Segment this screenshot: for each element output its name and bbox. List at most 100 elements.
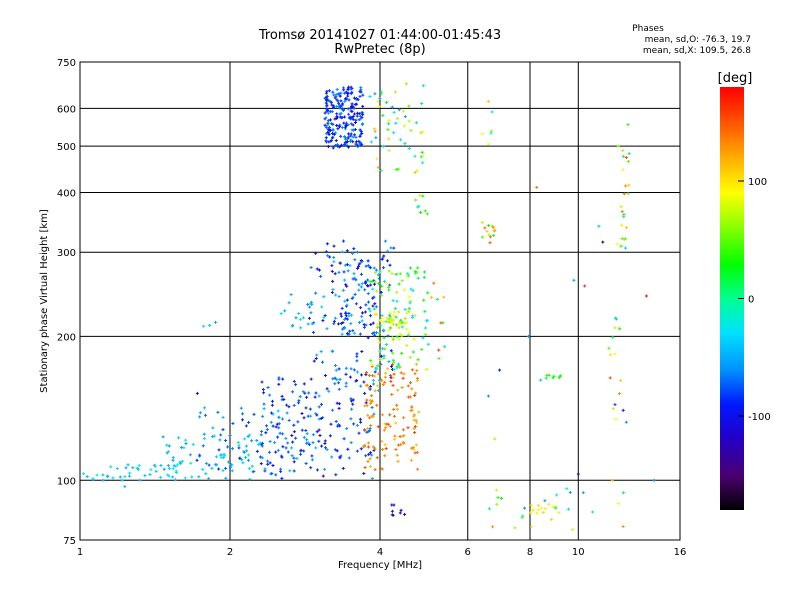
- data-point: [362, 113, 364, 117]
- data-point: [381, 314, 383, 318]
- data-point: [424, 309, 426, 313]
- data-point: [360, 384, 362, 388]
- data-point: [300, 452, 302, 456]
- data-point: [363, 323, 365, 327]
- data-point: [481, 235, 483, 239]
- data-point: [282, 377, 284, 381]
- data-point: [282, 417, 283, 421]
- y-axis-label: Stationary phase Virtual Height [km]: [39, 209, 50, 393]
- data-point: [329, 126, 330, 129]
- data-point: [351, 128, 353, 132]
- data-point: [275, 450, 277, 454]
- data-point: [339, 106, 341, 110]
- data-point: [353, 422, 355, 426]
- data-point: [352, 277, 354, 281]
- data-point: [569, 490, 571, 494]
- data-point: [361, 373, 362, 377]
- data-point: [295, 436, 297, 440]
- data-point: [416, 169, 418, 173]
- data-point: [325, 91, 327, 95]
- data-point: [491, 224, 493, 228]
- data-point: [401, 325, 403, 329]
- data-point: [374, 374, 376, 378]
- data-point: [363, 380, 365, 384]
- data-point: [322, 474, 324, 478]
- data-point: [393, 310, 395, 314]
- data-point: [355, 118, 357, 122]
- data-point: [369, 429, 371, 433]
- data-point: [196, 391, 198, 395]
- x-tick-label: 2: [227, 547, 233, 558]
- data-point: [357, 370, 358, 374]
- data-point: [119, 475, 121, 479]
- data-point: [378, 331, 380, 335]
- data-point: [411, 387, 413, 391]
- data-point: [355, 98, 357, 102]
- data-point: [402, 440, 404, 444]
- data-point: [132, 466, 134, 470]
- data-point: [315, 446, 317, 450]
- data-point: [491, 129, 493, 133]
- data-point: [397, 459, 399, 463]
- data-point: [347, 88, 349, 91]
- data-point: [621, 223, 623, 227]
- data-point: [204, 406, 205, 410]
- data-point: [333, 244, 335, 248]
- data-point: [337, 144, 339, 148]
- data-point: [383, 336, 385, 340]
- data-point: [488, 233, 490, 237]
- data-point: [379, 270, 381, 274]
- data-point: [332, 122, 334, 126]
- data-point: [415, 121, 417, 125]
- data-point: [371, 365, 373, 368]
- data-point: [334, 376, 336, 380]
- data-point: [529, 511, 531, 515]
- data-point: [400, 443, 402, 447]
- data-point: [342, 466, 344, 470]
- data-point: [263, 391, 265, 395]
- data-point: [436, 297, 438, 301]
- data-point: [330, 110, 332, 113]
- data-point: [385, 239, 386, 243]
- data-point: [377, 326, 379, 329]
- data-point: [420, 155, 422, 159]
- data-point: [385, 447, 387, 451]
- data-point: [177, 463, 179, 467]
- data-point: [315, 291, 317, 295]
- data-point: [345, 121, 347, 125]
- data-point: [384, 422, 386, 426]
- data-point: [382, 383, 384, 387]
- data-point: [381, 294, 383, 297]
- data-point: [360, 143, 362, 147]
- data-point: [350, 87, 352, 91]
- data-point: [393, 246, 395, 250]
- data-point: [256, 449, 258, 453]
- data-point: [403, 372, 405, 376]
- data-point: [305, 429, 307, 432]
- data-point: [288, 418, 290, 422]
- data-point: [356, 250, 358, 254]
- data-point: [248, 420, 250, 424]
- data-point: [335, 139, 337, 143]
- data-point: [350, 106, 352, 110]
- data-point: [486, 229, 488, 233]
- data-point: [408, 147, 410, 151]
- data-point: [381, 354, 383, 358]
- data-point: [393, 322, 394, 326]
- data-point: [291, 454, 293, 458]
- data-point: [242, 418, 243, 422]
- data-point: [373, 127, 375, 131]
- data-point: [410, 129, 412, 132]
- data-point: [374, 282, 375, 286]
- data-point: [369, 457, 371, 461]
- data-point: [203, 432, 205, 436]
- data-point: [617, 144, 619, 148]
- data-point: [391, 272, 393, 275]
- data-point: [612, 335, 614, 339]
- data-point: [330, 100, 331, 104]
- data-point: [384, 347, 386, 351]
- data-point: [219, 438, 221, 442]
- data-point: [389, 374, 391, 377]
- data-point: [528, 334, 530, 338]
- data-point: [395, 448, 397, 451]
